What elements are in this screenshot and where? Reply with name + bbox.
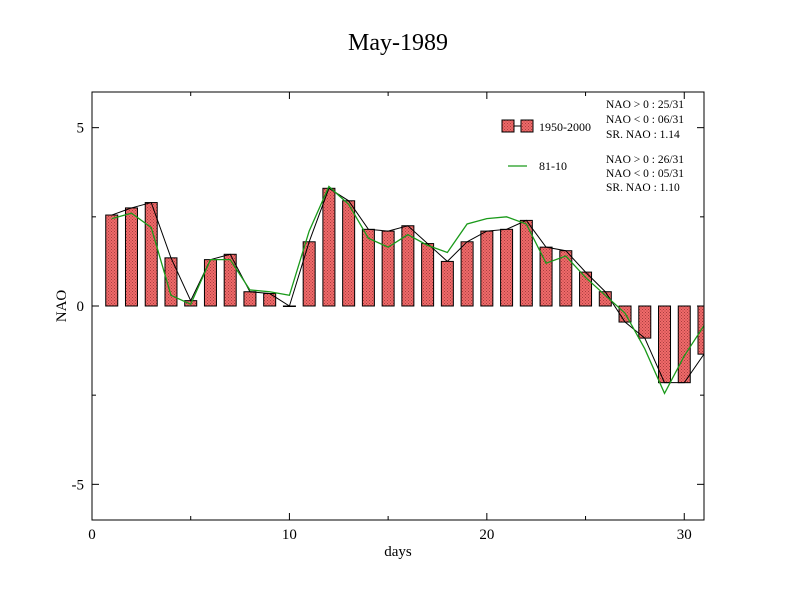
y-tick-label: -5 [72,477,85,493]
bar [144,202,158,307]
legend-stat: NAO > 0 : 26/31 [606,154,684,166]
y-tick-label: 0 [77,299,85,315]
bar [302,241,316,307]
legend-label: 1950-2000 [539,120,591,134]
bar [381,230,395,307]
bar [342,200,356,307]
bar [203,259,217,307]
chart-title: May-1989 [348,30,448,56]
legend-stat: NAO > 0 : 25/31 [606,99,684,111]
bar [658,305,672,384]
legend-stat: NAO < 0 : 06/31 [606,114,684,126]
bar [421,243,435,307]
line-series [111,185,704,395]
bar [480,230,494,307]
legend-label: 81-10 [539,159,567,173]
bar [440,260,454,307]
legend-bar-swatch [520,119,534,133]
bar-series [105,187,704,384]
x-tick-label: 10 [282,527,297,543]
legend-stat: NAO < 0 : 05/31 [606,168,684,180]
bar [677,305,691,384]
bar [322,187,336,307]
bar [638,305,652,339]
bar [105,214,119,307]
x-tick-label: 20 [479,527,494,543]
series-line-81-10 [111,185,704,395]
y-axis-label: NAO [54,290,70,323]
x-tick-label: 0 [88,527,96,543]
legend-stat: SR. NAO : 1.14 [606,129,680,141]
bar [460,241,474,307]
bar [243,291,257,307]
bar [263,293,277,307]
legend-stat: SR. NAO : 1.10 [606,182,680,194]
x-axis-label: days [384,544,412,560]
axis-ticks: 0 10 20 30 -5 0 5 [72,92,704,543]
legend: 1950-2000 NAO > 0 : 25/31 NAO < 0 : 06/31 S… [501,99,684,194]
legend-bar-swatch [501,119,515,133]
bar [500,228,514,307]
bar [559,250,573,307]
bar [124,207,138,307]
x-tick-label: 30 [677,527,692,543]
y-tick-label: 5 [77,121,85,137]
